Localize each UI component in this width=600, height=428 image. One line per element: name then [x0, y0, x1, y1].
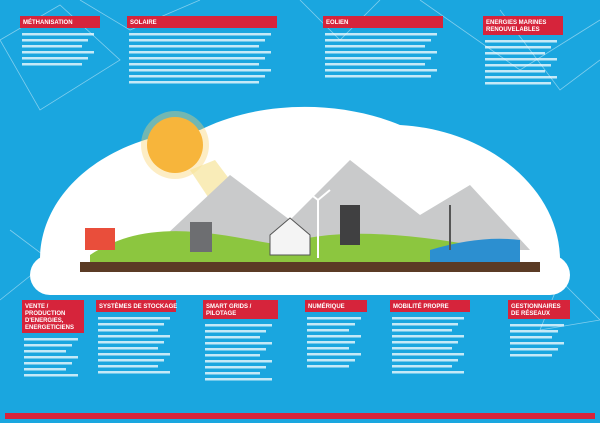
text-line	[392, 359, 458, 362]
text-line	[205, 348, 266, 351]
text-line	[22, 63, 82, 66]
section-title: NUMÉRIQUE	[308, 302, 345, 310]
text-line	[98, 365, 158, 368]
text-line	[98, 323, 164, 326]
section-title: SOLAIRE	[130, 20, 157, 26]
text-line	[325, 69, 437, 72]
text-line	[24, 350, 66, 353]
factory	[340, 205, 360, 245]
text-line	[325, 33, 437, 36]
text-line	[129, 51, 271, 54]
text-line	[307, 365, 349, 368]
text-line	[392, 335, 464, 338]
text-line	[325, 45, 425, 48]
text-line	[205, 354, 260, 357]
text-line	[24, 368, 66, 371]
text-line	[485, 64, 551, 67]
section-title: SYSTÈMES DE STOCKAGE	[99, 302, 177, 310]
text-line	[325, 75, 431, 78]
text-line	[22, 33, 94, 36]
text-line	[510, 354, 552, 357]
text-line	[307, 329, 349, 332]
text-line	[205, 342, 272, 345]
text-line	[22, 39, 88, 42]
text-line	[485, 46, 551, 49]
text-line	[485, 82, 551, 85]
text-line	[392, 317, 464, 320]
text-line	[24, 374, 78, 377]
text-line	[22, 57, 88, 60]
storage-unit	[190, 222, 212, 252]
text-line	[24, 356, 78, 359]
text-line	[24, 338, 78, 341]
section-title: EOLIEN	[326, 20, 348, 26]
text-line	[485, 52, 545, 55]
text-line	[392, 365, 452, 368]
infographic: MÉTHANISATION SOLAIRE EOLIEN ENERGIES MARIN…	[0, 0, 600, 423]
text-line	[510, 348, 558, 351]
text-line	[205, 372, 260, 375]
text-line	[485, 40, 557, 43]
section-title: MOBILITÉ PROPRE	[393, 302, 449, 310]
text-line	[98, 371, 170, 374]
text-line	[307, 317, 361, 320]
text-line	[129, 45, 259, 48]
text-line	[325, 63, 425, 66]
text-line	[98, 359, 164, 362]
section: MÉTHANISATION	[20, 16, 100, 66]
text-line	[485, 58, 557, 61]
text-line	[24, 362, 72, 365]
ground	[80, 262, 540, 272]
text-line	[510, 330, 558, 333]
text-line	[325, 57, 431, 60]
text-line	[392, 341, 458, 344]
text-line	[24, 344, 72, 347]
text-line	[129, 39, 265, 42]
text-line	[510, 342, 564, 345]
text-line	[205, 366, 266, 369]
text-line	[325, 51, 437, 54]
text-line	[205, 330, 266, 333]
text-line	[307, 335, 361, 338]
text-line	[205, 324, 272, 327]
text-line	[510, 324, 564, 327]
text-line	[307, 353, 361, 356]
text-line	[205, 360, 272, 363]
text-line	[307, 341, 355, 344]
text-line	[98, 353, 170, 356]
section-title: MÉTHANISATION	[23, 18, 73, 26]
text-line	[392, 323, 458, 326]
text-line	[129, 57, 265, 60]
text-line	[98, 347, 158, 350]
text-line	[392, 353, 464, 356]
text-line	[307, 323, 355, 326]
text-line	[485, 70, 545, 73]
text-line	[205, 378, 272, 381]
text-line	[129, 81, 259, 84]
text-line	[205, 336, 260, 339]
text-line	[392, 371, 464, 374]
text-line	[98, 329, 158, 332]
bottom-stripe	[5, 413, 595, 419]
text-line	[98, 335, 170, 338]
text-line	[392, 347, 452, 350]
text-line	[129, 63, 259, 66]
text-line	[129, 75, 265, 78]
text-line	[98, 317, 170, 320]
text-line	[98, 341, 164, 344]
text-line	[22, 45, 82, 48]
building	[85, 228, 115, 250]
text-line	[510, 336, 552, 339]
text-line	[22, 51, 94, 54]
text-line	[307, 347, 349, 350]
text-line	[129, 33, 271, 36]
text-line	[129, 69, 271, 72]
text-line	[392, 329, 452, 332]
text-line	[307, 359, 355, 362]
text-line	[485, 76, 557, 79]
text-line	[325, 39, 431, 42]
